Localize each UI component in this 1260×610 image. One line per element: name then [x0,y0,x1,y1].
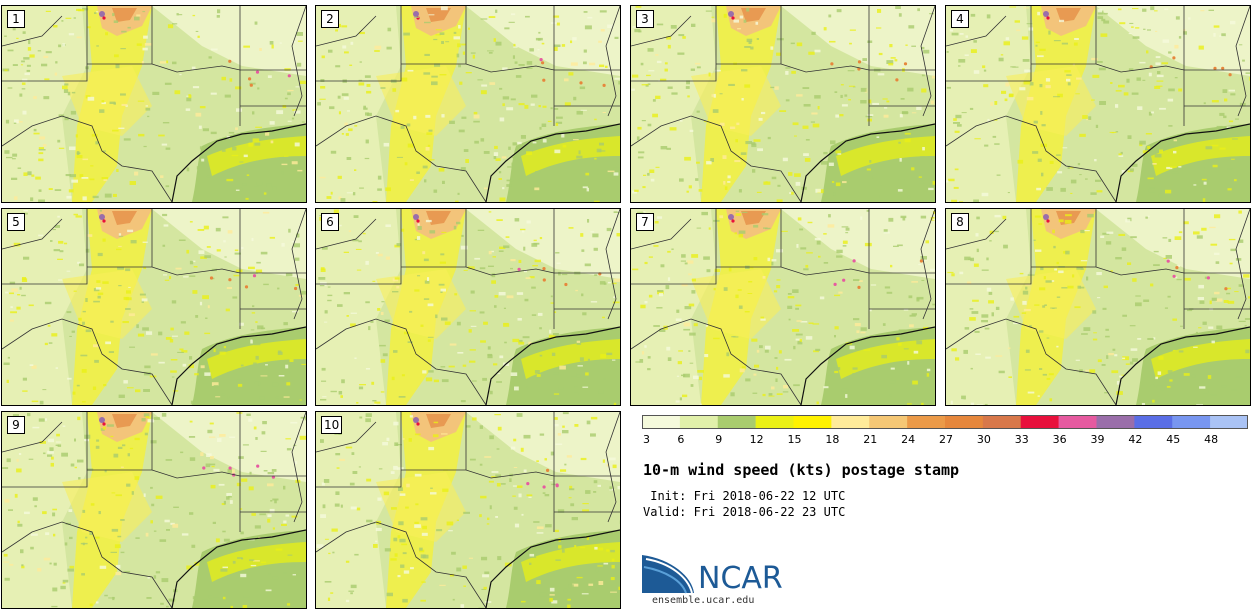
colorbar-segment [1020,415,1059,429]
colorbar-tick-label: 42 [1128,433,1143,446]
colorbar-tick-label: 6 [677,433,685,446]
wind-speed-map [946,209,1250,405]
colorbar-tick-label: 21 [863,433,878,446]
ncar-logo-text: NCAR [698,561,783,596]
colorbar-tick-label: 12 [749,433,764,446]
member-panel[interactable]: 10 [315,411,621,609]
member-number: 7 [636,213,654,231]
colorbar-segment [1172,415,1211,429]
member-panel[interactable]: 6 [315,208,621,406]
colorbar-tick-label: 18 [825,433,840,446]
colorbar-segment [793,415,832,429]
colorbar-segment [1134,415,1173,429]
member-number: 3 [636,10,654,28]
member-number: 4 [951,10,969,28]
wind-speed-colorbar [642,415,1248,429]
colorbar-tick-label: 39 [1090,433,1105,446]
colorbar-segment [945,415,984,429]
valid-time: Valid: Fri 2018-06-22 23 UTC [643,505,846,519]
colorbar-tick-label: 15 [787,433,802,446]
wind-speed-map [316,412,620,608]
colorbar-segment [907,415,946,429]
colorbar-tick-labels: 3 6 9 12 15 18 21 24 27 30 33 36 39 42 45 48 [642,433,1260,447]
colorbar-tick-label: 33 [1014,433,1029,446]
member-panel[interactable]: 5 [1,208,307,406]
member-number: 1 [7,10,25,28]
ensemble-url[interactable]: ensemble.ucar.edu [652,595,755,606]
colorbar-segment [1096,415,1135,429]
colorbar-segment [1210,415,1248,429]
wind-speed-map [2,6,306,202]
member-panel[interactable]: 2 [315,5,621,203]
colorbar-segment [1058,415,1097,429]
colorbar-tick-label: 45 [1166,433,1181,446]
init-time: Init: Fri 2018-06-22 12 UTC [643,489,846,503]
member-number: 6 [321,213,339,231]
colorbar-tick-label: 24 [901,433,916,446]
wind-speed-map [2,412,306,608]
wind-speed-map [946,6,1250,202]
member-panel[interactable]: 1 [1,5,307,203]
colorbar-tick-label: 27 [939,433,953,446]
wind-speed-map [2,209,306,405]
wind-speed-map [631,209,935,405]
colorbar-segment [869,415,908,429]
colorbar-segment [679,415,719,429]
colorbar-tick-label: 48 [1204,433,1219,446]
colorbar-frame [642,415,1248,429]
member-number: 8 [951,213,969,231]
colorbar-segment [831,415,870,429]
member-panel[interactable]: 4 [945,5,1251,203]
colorbar-segment [717,415,756,429]
product-title: 10-m wind speed (kts) postage stamp [643,461,960,479]
wind-speed-map [316,6,620,202]
member-number: 9 [7,416,25,434]
colorbar-segment [982,415,1022,429]
colorbar-segment [642,415,681,429]
colorbar-tick-label: 3 [643,433,650,446]
member-panel[interactable]: 3 [630,5,936,203]
ncar-logo-icon [642,555,694,594]
colorbar-segment [755,415,794,429]
colorbar-tick-label: 30 [976,433,991,446]
member-number: 5 [7,213,25,231]
member-panel[interactable]: 7 [630,208,936,406]
member-number: 2 [321,10,339,28]
colorbar-tick-label: 9 [715,433,723,446]
colorbar-tick-label: 36 [1052,433,1067,446]
member-number: 10 [321,416,343,434]
member-panel[interactable]: 9 [1,411,307,609]
wind-speed-map [316,209,620,405]
member-panel[interactable]: 8 [945,208,1251,406]
wind-speed-map [631,6,935,202]
